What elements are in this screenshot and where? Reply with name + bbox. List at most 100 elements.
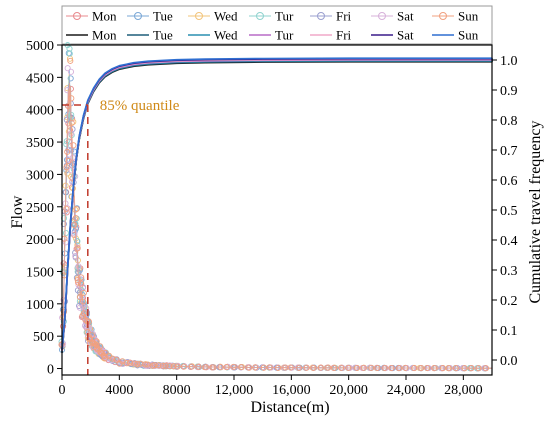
legend-marker-label: Fri (336, 9, 352, 24)
flow-point (78, 274, 85, 281)
flow-point (60, 260, 67, 267)
flow-point (113, 356, 120, 363)
flow-point (246, 364, 253, 371)
legend: Mon Tue Wed Tur Fri Sat Sun Mon Tue Wed Tur Fri Sat… (61, 5, 493, 45)
flow-point (68, 119, 75, 127)
cumulative-line-sun (61, 57, 493, 350)
flow-series-layer (58, 42, 492, 372)
y-right-tick-label: 0.0 (500, 354, 518, 369)
flow-point (131, 360, 138, 367)
flow-point (75, 263, 82, 270)
flow-point (80, 298, 87, 305)
y-left-tick-label: 3500 (26, 136, 54, 151)
y-left-tick-label: 4500 (26, 71, 54, 86)
plot-area: 85% quantile (58, 42, 493, 375)
legend-line-label: Wed (214, 28, 238, 43)
flow-series-tur (58, 42, 492, 372)
legend-marker-label: Tue (153, 9, 173, 24)
flow-point (83, 305, 90, 312)
flow-point (74, 279, 82, 286)
flow-point (93, 342, 100, 349)
flow-point (60, 308, 67, 315)
flow-point (345, 364, 352, 371)
legend-line-label: Tur (275, 28, 294, 43)
flow-point (411, 365, 418, 372)
flow-point (74, 238, 81, 245)
flow-point (238, 364, 245, 371)
x-tick-label: 20,000 (329, 383, 368, 398)
legend-line-label: Tue (153, 28, 173, 43)
y-left-tick-label: 2500 (26, 201, 54, 216)
flow-point (452, 365, 459, 372)
flow-point (209, 364, 216, 371)
flow-series-line (61, 90, 492, 369)
legend-marker-label: Tur (275, 9, 294, 24)
flow-point (78, 280, 85, 287)
flow-series-sun (58, 57, 492, 372)
flow-point (360, 364, 367, 371)
flow-point (65, 158, 72, 165)
flow-point (188, 363, 195, 370)
flow-point (202, 364, 209, 371)
flow-point (374, 364, 381, 371)
flow-point (317, 364, 324, 371)
legend-marker-label: Wed (214, 9, 238, 24)
y-left-tick-label: 1500 (26, 265, 54, 280)
legend-marker-dot (439, 12, 447, 20)
legend-line-row: Mon Tue Wed Tur Fri Sat Sun (66, 28, 479, 43)
flow-point (395, 365, 403, 372)
flow-point (230, 363, 237, 370)
x-tick-label: 0 (59, 383, 66, 398)
y-right-tick-label: 0.8 (500, 114, 518, 129)
flow-point (69, 154, 76, 161)
x-tick-label: 16,000 (272, 383, 311, 398)
flow-point (303, 364, 310, 371)
flow-point (67, 75, 74, 82)
legend-marker-dot (378, 12, 386, 20)
flow-point (151, 362, 158, 369)
flow-point (368, 364, 375, 371)
flow-point (71, 221, 78, 229)
flow-point (166, 363, 173, 370)
flow-point (275, 364, 282, 371)
flow-series-line (61, 74, 492, 369)
flow-point (63, 205, 70, 212)
y-left-tick-label: 1000 (26, 298, 54, 313)
flow-point (60, 306, 67, 313)
flow-point (85, 318, 92, 325)
legend-marker-dot (134, 12, 142, 20)
y-left-tick-label: 3000 (26, 168, 54, 183)
y-right-tick-label: 0.1 (500, 324, 518, 339)
flow-point (70, 142, 77, 149)
flow-point (252, 364, 259, 371)
y-right-tick-label: 0.3 (500, 264, 518, 279)
y-right-axis-title: Cumulative travel frequency (527, 120, 544, 303)
flow-point (88, 332, 95, 339)
legend-marker-label: Sun (458, 9, 479, 24)
flow-point (120, 360, 127, 367)
flow-point (62, 229, 70, 237)
flow-point (80, 310, 87, 317)
flow-point (388, 364, 395, 372)
flow-series-mon (58, 80, 492, 372)
flow-point (445, 365, 452, 372)
flow-point (325, 364, 332, 371)
flow-series-fri (59, 79, 492, 372)
flow-point (134, 360, 141, 368)
y-left-axis: 0 500 1000 1500 2000 2500 3000 3500 4000 4500 5000 (26, 39, 62, 378)
quantile-label: 85% quantile (100, 98, 180, 114)
flow-point (80, 289, 87, 297)
flow-point (162, 362, 169, 369)
flow-point (63, 164, 70, 171)
legend-marker-dot (256, 12, 264, 20)
flow-point (353, 364, 361, 371)
flow-point (468, 365, 475, 372)
annotation-layer: 85% quantile (62, 98, 180, 375)
flow-point (170, 363, 177, 370)
flow-point (73, 205, 80, 213)
x-tick-label: 4000 (105, 383, 133, 398)
flow-point (67, 68, 75, 75)
y-right-tick-label: 0.5 (500, 204, 518, 219)
flow-point (68, 95, 75, 102)
